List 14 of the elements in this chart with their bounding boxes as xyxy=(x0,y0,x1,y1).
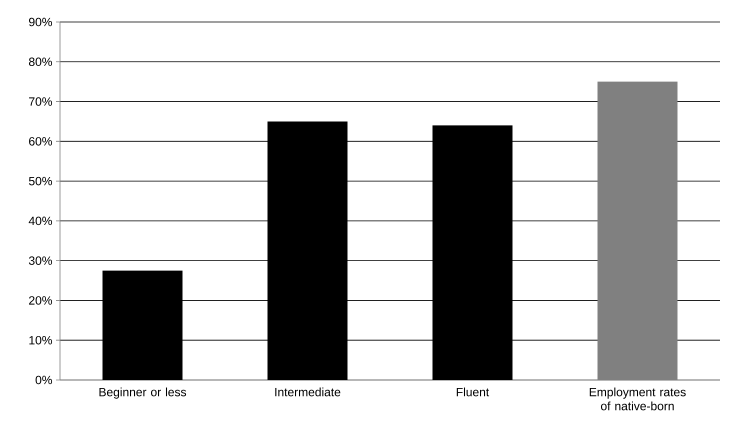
y-tick-label: 40% xyxy=(28,216,52,226)
y-tick-label: 20% xyxy=(29,296,52,305)
y-tick-label: 10% xyxy=(29,336,52,344)
y-tick-label: 0% xyxy=(36,376,52,384)
y-tick-label: 30% xyxy=(28,256,52,265)
y-tick-label: 90% xyxy=(29,18,52,26)
x-tick-label: Fluent xyxy=(456,388,490,396)
y-tick-label: 50% xyxy=(28,176,52,186)
x-tick-label: Beginner or less xyxy=(99,388,186,399)
x-tick-label: Employment rates of native-born xyxy=(590,388,686,410)
y-tick-label: 70% xyxy=(29,97,52,106)
y-tick-label: 80% xyxy=(28,58,52,66)
x-tick-label: Intermediate xyxy=(275,388,340,396)
y-tick-label: 60% xyxy=(29,137,52,146)
